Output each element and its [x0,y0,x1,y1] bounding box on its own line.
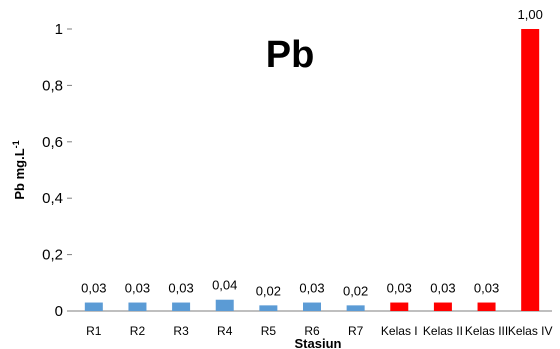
y-tick-label: 0,8 [42,77,63,94]
y-tick-label: 1 [55,21,63,38]
bar [521,29,540,311]
data-label: 0,03 [299,281,324,296]
y-tick-label: 0,6 [42,134,63,151]
bar [215,299,234,311]
y-tick-label: 0,4 [42,190,63,207]
category-label: R1 [86,324,102,338]
data-label: 1,00 [518,7,543,22]
bar [259,305,278,311]
data-label: 0,03 [387,281,412,296]
y-axis-title-superscript: -1 [11,140,21,148]
y-axis-title: Pb mg.L-1 [11,140,27,199]
bar [303,302,321,311]
bar [390,302,409,311]
category-label: R4 [217,324,233,338]
bar [84,302,103,311]
y-tick-label: 0 [55,303,63,320]
y-axis-ticks: 0 0,2 0,4 0,6 0,8 1 [42,21,72,320]
category-label: Kelas II [423,324,463,338]
data-label: 0,02 [343,283,368,298]
category-label: R5 [261,324,277,338]
bar [128,302,147,311]
data-label-group: 0,03 0,03 0,03 0,04 0,02 0,03 0,02 0,03 0,03 0,03… [81,7,543,298]
bar-group [84,29,540,311]
bar [172,302,191,311]
chart-title: Pb [266,34,315,76]
data-label: 0,03 [430,281,455,296]
category-label: R6 [304,324,320,338]
y-axis-title-main: Pb mg.L [12,148,27,199]
data-label: 0,03 [81,281,106,296]
data-label: 0,04 [212,278,237,293]
category-label: Kelas I [381,324,418,338]
bar [477,302,496,311]
category-label: R2 [130,324,146,338]
data-label: 0,03 [168,281,193,296]
category-label: R7 [348,324,364,338]
category-label: Kelas IV [508,324,553,338]
x-axis-title: Stasiun [295,336,342,349]
bar [433,302,452,311]
bar [346,305,365,311]
data-label: 0,03 [474,281,499,296]
category-label: R3 [173,324,189,338]
y-tick-label: 0,2 [42,247,63,264]
category-label-group: R1 R2 R3 R4 R5 R6 R7 Kelas I Kelas II Kelas III Ke… [86,324,552,338]
data-label: 0,02 [256,283,281,298]
category-label: Kelas III [465,324,508,338]
data-label: 0,03 [125,281,150,296]
